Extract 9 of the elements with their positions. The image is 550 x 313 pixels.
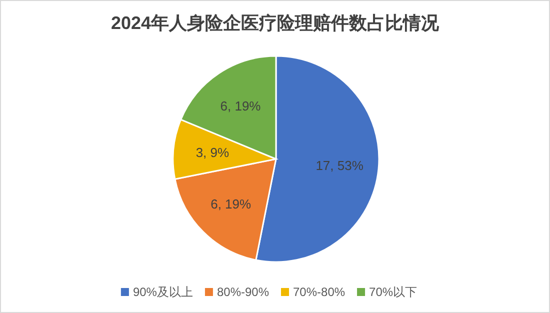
legend-label: 80%-90% — [216, 285, 270, 299]
legend-label: 70%-80% — [293, 285, 346, 299]
data-label: 6, 19% — [210, 196, 252, 212]
legend-label: 90%及以上 — [132, 285, 193, 299]
data-label: 3, 9% — [196, 145, 230, 160]
data-label: 6, 19% — [220, 98, 262, 114]
legend-label: 70%以下 — [369, 285, 418, 299]
data-label: 17, 53% — [316, 158, 364, 173]
chart-title: 2024年人身险企医疗险理赔件数占比情况 — [110, 13, 440, 33]
